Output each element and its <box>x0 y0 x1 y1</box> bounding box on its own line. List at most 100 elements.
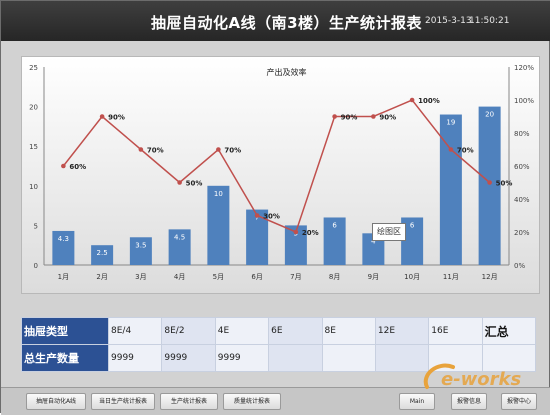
daily-report-button[interactable]: 当日生产统计报表 <box>91 393 155 410</box>
x-axis-tick-label: 9月 <box>368 273 379 281</box>
table-cell: 9999 <box>161 344 216 372</box>
table-cell: 8E <box>321 317 376 345</box>
table-cell-total-label: 汇总 <box>481 317 537 345</box>
svg-text:e-works: e-works <box>441 369 522 390</box>
alarm-info-button[interactable]: 报警信息 <box>451 393 487 410</box>
quality-report-button[interactable]: 质量统计报表 <box>223 393 281 410</box>
table-cell: 9999 <box>107 344 163 372</box>
bar-value-label: 3.5 <box>135 241 146 249</box>
efficiency-point <box>177 180 182 185</box>
plot-area-tooltip: 绘图区 <box>372 223 406 241</box>
table-row-drawer-type: 抽屉类型 8E/4 8E/2 4E 6E 8E 12E 16E 汇总 <box>21 317 537 345</box>
left-axis-tick-label: 15 <box>29 143 38 151</box>
x-axis-tick-label: 7月 <box>290 273 301 281</box>
x-axis-tick-label: 2月 <box>96 273 107 281</box>
efficiency-line <box>62 99 491 234</box>
efficiency-label: 70% <box>147 147 164 155</box>
right-axis-tick-label: 60% <box>514 163 530 171</box>
efficiency-point <box>99 114 105 119</box>
bar <box>284 225 307 265</box>
bar-value-label: 4.5 <box>174 233 185 241</box>
title-bar: 抽屉自动化A线（南3楼）生产统计报表 2015-3-13 11:50:21 <box>1 1 550 41</box>
chart-title: 产出及效率 <box>267 67 307 77</box>
right-axis-tick-label: 20% <box>514 229 530 237</box>
bar-value-label: 20 <box>485 111 494 119</box>
left-axis-tick-label: 0 <box>34 262 38 270</box>
table-cell: 6E <box>268 317 323 345</box>
table-cell <box>268 344 323 372</box>
x-axis-tick-label: 11月 <box>443 273 459 281</box>
efficiency-point <box>254 213 260 218</box>
efficiency-point <box>138 147 144 152</box>
eworks-watermark-logo: e-works <box>423 363 522 390</box>
efficiency-point <box>409 97 415 103</box>
bar <box>129 237 152 265</box>
efficiency-label: 90% <box>341 114 358 122</box>
line-a-button[interactable]: 抽屉自动化A线 <box>26 393 86 410</box>
left-axis-tick-label: 10 <box>29 183 38 191</box>
table-cell: 16E <box>428 317 483 345</box>
bar-value-label: 10 <box>214 190 223 198</box>
table-cell <box>481 344 537 372</box>
efficiency-label: 20% <box>302 229 319 237</box>
right-axis-tick-label: 80% <box>514 130 530 138</box>
alarm-center-button[interactable]: 报警中心 <box>501 393 537 410</box>
bottom-button-bar: 抽屉自动化A线 当日生产统计报表 生产统计报表 质量统计报表 Main 报警信息… <box>1 387 550 415</box>
efficiency-label: 100% <box>418 97 440 105</box>
bar-value-label: 19 <box>446 119 455 127</box>
production-report-button[interactable]: 生产统计报表 <box>160 393 218 410</box>
efficiency-point <box>371 114 376 119</box>
efficiency-label: 60% <box>69 163 86 171</box>
main-button[interactable]: Main <box>399 393 435 410</box>
bar-value-label: 6 <box>332 221 337 229</box>
x-axis-tick-label: 3月 <box>135 273 146 281</box>
table-cell: 8E/4 <box>107 317 163 345</box>
bar <box>168 229 191 265</box>
right-axis-tick-label: 120% <box>514 64 534 72</box>
bar-value-label: 4.3 <box>58 235 69 243</box>
x-axis-tick-label: 5月 <box>213 273 224 281</box>
x-axis-tick-label: 6月 <box>251 273 262 281</box>
x-axis-tick-label: 8月 <box>329 273 340 281</box>
efficiency-point <box>61 163 66 169</box>
current-time: 11:50:21 <box>469 16 510 26</box>
bar <box>439 114 462 265</box>
bar <box>362 233 385 265</box>
report-title: 抽屉自动化A线（南3楼）生产统计报表 <box>151 14 423 32</box>
row-header-drawer-type: 抽屉类型 <box>21 317 109 345</box>
x-axis-tick-label: 1月 <box>58 273 69 281</box>
efficiency-point <box>216 147 221 152</box>
efficiency-label: 30% <box>263 213 280 221</box>
bar <box>478 106 501 265</box>
x-axis-tick-label: 4月 <box>174 273 185 281</box>
efficiency-point <box>332 114 337 119</box>
efficiency-label: 50% <box>186 180 203 188</box>
current-date: 2015-3-13 <box>425 16 472 26</box>
bar <box>52 230 75 265</box>
bar-value-label: 4 <box>371 237 376 245</box>
table-cell: 4E <box>214 317 270 345</box>
bar <box>323 217 346 265</box>
bar-value-label: 6 <box>410 221 415 229</box>
table-cell <box>321 344 376 372</box>
output-efficiency-chart: 0 5 10 15 20 25 0% 20% 40% 60% 80% 100% 120% 产出及效率 4.3… <box>29 64 534 281</box>
table-cell: 8E/2 <box>161 317 216 345</box>
efficiency-label: 70% <box>224 147 241 155</box>
efficiency-label: 50% <box>496 180 513 188</box>
table-cell: 9999 <box>214 344 270 372</box>
table-cell <box>374 344 430 372</box>
efficiency-label: 90% <box>108 114 125 122</box>
left-axis-tick-label: 25 <box>29 64 38 72</box>
efficiency-label: 90% <box>379 114 396 122</box>
bar <box>401 217 424 265</box>
bar <box>246 209 269 265</box>
right-axis-tick-label: 40% <box>514 196 530 204</box>
efficiency-point <box>293 229 299 235</box>
table-row-total-quantity: 总生产数量 9999 9999 9999 <box>21 344 537 372</box>
x-axis-tick-label: 10月 <box>404 273 420 281</box>
right-axis-tick-label: 100% <box>514 97 534 105</box>
efficiency-point <box>448 147 454 152</box>
efficiency-label: 70% <box>457 147 474 155</box>
left-axis-tick-label: 20 <box>29 104 38 112</box>
